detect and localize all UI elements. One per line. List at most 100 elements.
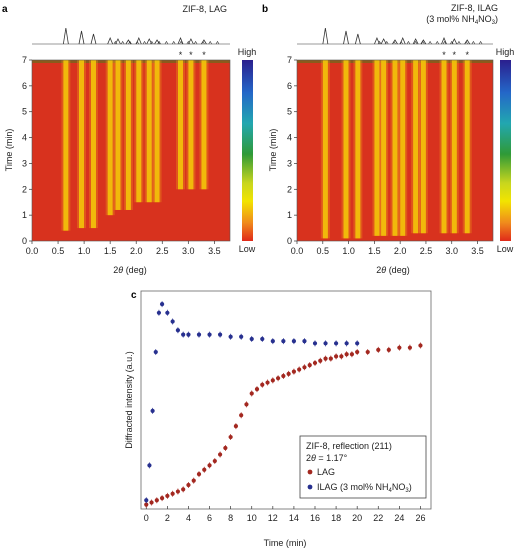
x-tick-label: 0.5: [317, 246, 330, 256]
panel-a: a ZIF-8, LAG * * * 0.0 0.5 1.0 1.5 2.0 2.5 3.0 3.…: [2, 4, 256, 275]
pattern-peak: [322, 27, 329, 45]
y-tick-label: 1: [22, 210, 27, 220]
legend-title: ZIF-8, reflection (211): [306, 441, 392, 451]
lag-point: [349, 352, 355, 357]
peak-marker: *: [442, 50, 446, 60]
pattern-peak: [62, 27, 69, 45]
panel-a-diffraction-pattern: [32, 27, 230, 45]
peak-marker: *: [179, 50, 183, 60]
pattern-minor-peak: [113, 40, 118, 45]
legend-ilag-label: ILAG (3 mol% NH4NO3): [317, 482, 412, 494]
panel-b-title-line1: ZIF-8, ILAG: [451, 3, 498, 13]
pattern-minor-peak: [392, 40, 396, 45]
pattern-minor-peak: [421, 40, 425, 45]
peak-streak: [188, 60, 194, 190]
peak-halo: [113, 60, 123, 210]
pattern-minor-peak: [179, 40, 183, 45]
peak-streak: [343, 60, 349, 239]
x-tick-label: 3.5: [471, 246, 484, 256]
x-tick-label: 2.5: [156, 246, 169, 256]
lag-point: [365, 349, 370, 355]
lag-point: [159, 496, 165, 501]
x-tick-label: 20: [352, 513, 362, 523]
lag-point: [328, 356, 333, 361]
lag-point: [376, 347, 381, 352]
lag-point: [286, 371, 291, 376]
pattern-minor-peak: [457, 40, 461, 45]
x-tick-label: 16: [310, 513, 320, 523]
peak-streak: [154, 60, 160, 203]
legend-subtitle: 2θ = 1.17°: [306, 453, 348, 463]
peak-streak: [201, 60, 207, 190]
x-tick-label: 2.0: [394, 246, 407, 256]
peak-halo: [372, 60, 382, 236]
peak-streak: [136, 60, 142, 203]
pattern-minor-peak: [377, 40, 382, 45]
lag-point: [386, 347, 391, 352]
ilag-point: [281, 339, 286, 344]
panel-c-y-label: Diffracted intensity (a.u.): [124, 351, 134, 448]
pattern-minor-peak: [471, 40, 476, 45]
lag-point: [202, 467, 207, 472]
pattern-peak: [78, 30, 85, 45]
peak-halo: [88, 60, 98, 229]
ilag-point: [270, 339, 275, 344]
y-tick-label: 4: [287, 133, 292, 143]
x-tick-label: 1.0: [78, 246, 91, 256]
peak-halo: [418, 60, 428, 234]
peak-halo: [105, 60, 115, 216]
ilag-point: [355, 341, 360, 346]
pattern-minor-peak: [171, 40, 176, 45]
peak-streak: [374, 60, 380, 236]
ilag-point: [150, 408, 155, 413]
x-tick-label: 18: [331, 513, 341, 523]
panel-c: c 0 2 4 6 8 10 12 14 16 18 20 22 24 26 Diffracted int…: [124, 290, 432, 548]
peak-marker: *: [465, 50, 469, 60]
lag-point: [217, 452, 223, 457]
pattern-minor-peak: [413, 40, 418, 45]
peak-halo: [379, 60, 389, 236]
x-tick-label: 3.0: [182, 246, 195, 256]
pattern-peak: [90, 33, 97, 45]
peak-halo: [77, 60, 86, 229]
x-tick-label: 26: [415, 513, 425, 523]
pattern-peak: [146, 38, 153, 45]
x-tick-label: 2.5: [420, 246, 433, 256]
peak-halo: [449, 60, 459, 234]
pattern-minor-peak: [135, 40, 140, 45]
lag-point: [339, 354, 344, 359]
lag-point: [344, 352, 349, 357]
pattern-minor-peak: [128, 40, 132, 45]
x-tick-label: 3.0: [445, 246, 458, 256]
peak-streak: [355, 60, 361, 239]
lag-point: [186, 482, 191, 488]
pattern-peak: [115, 38, 121, 45]
peak-halo: [144, 60, 154, 203]
peak-halo: [134, 60, 144, 203]
pattern-minor-peak: [186, 40, 191, 45]
panel-a-colorbar-high: High: [238, 47, 257, 57]
ilag-point: [239, 334, 244, 339]
lag-point: [191, 478, 196, 483]
x-tick-label: 0: [144, 513, 149, 523]
panel-b-y-label: Time (min): [268, 129, 278, 172]
panel-b-title-line2: (3 mol% NH4NO3): [426, 14, 498, 26]
peak-streak: [63, 60, 69, 231]
peak-halo: [411, 60, 421, 234]
pattern-peak: [125, 39, 132, 45]
ilag-point: [291, 339, 297, 344]
ilag-point: [159, 301, 165, 307]
x-tick-label: 0.0: [291, 246, 304, 256]
pattern-minor-peak: [215, 40, 220, 45]
pattern-peak: [374, 36, 380, 45]
ilag-point: [147, 463, 152, 468]
ilag-point: [170, 319, 175, 324]
ilag-point: [181, 332, 186, 337]
y-tick-label: 4: [22, 133, 27, 143]
pattern-peak: [441, 36, 447, 45]
peak-halo: [176, 60, 185, 190]
y-tick-label: 5: [287, 107, 292, 117]
lag-point: [154, 498, 159, 503]
x-tick-label: 12: [268, 513, 278, 523]
x-tick-label: 2: [165, 513, 170, 523]
